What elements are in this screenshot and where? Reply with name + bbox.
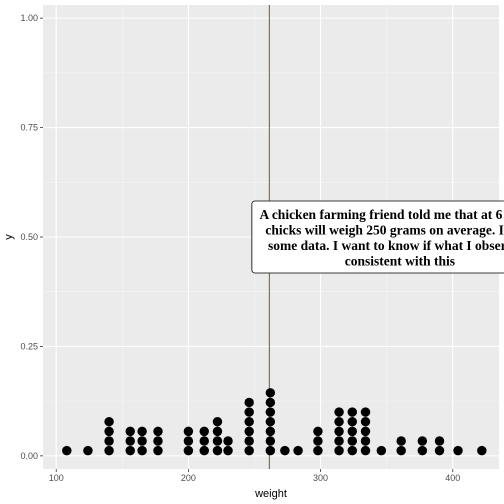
dot-layer <box>62 388 487 456</box>
data-dot <box>83 445 93 456</box>
data-dot <box>265 417 276 427</box>
annotation-line-3: some data. I want to know if what I obse… <box>268 238 504 253</box>
data-dot <box>265 397 276 408</box>
data-dot <box>376 445 387 456</box>
data-dot <box>434 436 445 446</box>
data-dot <box>417 445 428 456</box>
data-dot <box>223 436 233 446</box>
x-axis-title: weight <box>254 488 287 500</box>
data-dot <box>244 426 254 437</box>
y-tick-label: 0.75 <box>20 123 38 133</box>
data-dot <box>477 445 487 456</box>
data-dot <box>265 407 276 417</box>
data-dot <box>137 436 147 446</box>
data-dot <box>183 426 194 437</box>
data-dot <box>125 445 135 456</box>
data-dot <box>334 445 344 456</box>
x-tick-label: 100 <box>49 473 64 483</box>
data-dot <box>334 426 344 437</box>
data-dot <box>244 417 254 427</box>
data-dot <box>125 436 135 446</box>
y-tick-label: 0.00 <box>20 451 38 461</box>
data-dot <box>334 407 344 417</box>
data-dot <box>137 426 147 437</box>
data-dot <box>104 417 114 427</box>
data-dot <box>396 436 406 446</box>
data-dot <box>347 407 358 417</box>
y-tick-label: 1.00 <box>20 13 38 23</box>
data-dot <box>212 445 223 456</box>
data-dot <box>199 445 209 456</box>
y-axis-ticks <box>40 17 43 457</box>
data-dot <box>223 445 233 456</box>
data-dot <box>265 445 276 456</box>
y-axis: 0.00 0.25 0.50 0.75 1.00 y <box>3 13 43 461</box>
x-axis-ticks <box>55 469 454 472</box>
data-dot <box>434 445 445 456</box>
data-dot <box>125 426 135 437</box>
data-dot <box>453 445 463 456</box>
data-dot <box>334 436 344 446</box>
data-dot <box>244 436 254 446</box>
data-dot <box>293 445 303 456</box>
data-dot <box>212 436 223 446</box>
data-dot <box>313 426 323 437</box>
data-dot <box>212 426 223 437</box>
data-dot <box>334 417 344 427</box>
x-tick-label: 400 <box>445 473 460 483</box>
annotation-box <box>251 200 504 274</box>
data-dot <box>244 445 254 456</box>
y-tick-label: 0.50 <box>20 232 38 242</box>
annotation-line-2: chicks will weigh 250 grams on average. … <box>265 222 504 237</box>
data-dot <box>183 445 194 456</box>
x-tick-label: 300 <box>313 473 328 483</box>
data-dot <box>396 445 406 456</box>
annotation-label: A chicken farming friend told me that at… <box>251 200 504 274</box>
data-dot <box>265 388 276 398</box>
data-dot <box>104 426 114 437</box>
data-dot <box>265 436 276 446</box>
data-dot <box>104 445 114 456</box>
y-tick-label: 0.25 <box>20 341 38 351</box>
data-dot <box>137 445 147 456</box>
data-dot <box>212 417 223 427</box>
data-dot <box>280 445 290 456</box>
data-dot <box>347 436 358 446</box>
data-dot <box>199 426 209 437</box>
data-dot <box>199 436 209 446</box>
data-dot <box>153 426 163 437</box>
data-dot <box>313 436 323 446</box>
data-dot <box>347 417 358 427</box>
data-dot <box>244 397 254 408</box>
x-tick-label: 200 <box>181 473 196 483</box>
data-dot <box>62 445 72 456</box>
data-dot <box>313 445 323 456</box>
data-dot <box>244 407 254 417</box>
x-axis: 100 200 300 400 weight <box>49 469 460 500</box>
data-dot <box>360 417 371 427</box>
data-dot <box>360 407 371 417</box>
data-dot <box>183 436 194 446</box>
annotation-line-1: A chicken farming friend told me that at… <box>259 207 504 222</box>
data-dot <box>104 436 114 446</box>
data-dot <box>360 426 371 437</box>
y-axis-title: y <box>3 234 15 240</box>
data-dot <box>153 445 163 456</box>
data-dot <box>347 426 358 437</box>
data-dot <box>347 445 358 456</box>
annotation-line-4: consistent with this <box>345 253 455 268</box>
data-dot <box>417 436 428 446</box>
data-dot <box>360 445 371 456</box>
data-dot <box>360 436 371 446</box>
data-dot <box>265 426 276 437</box>
data-dot <box>153 436 163 446</box>
